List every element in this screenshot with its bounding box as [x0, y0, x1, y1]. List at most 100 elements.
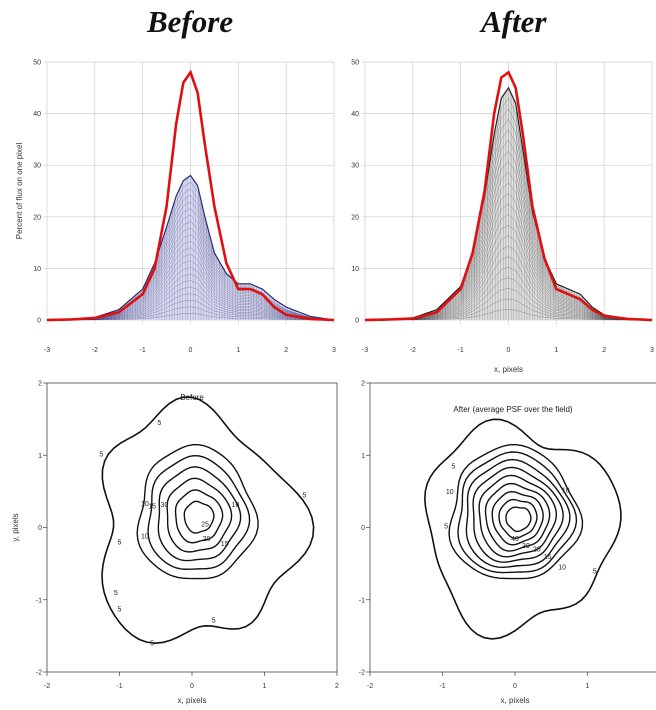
contour-label: 15 — [148, 503, 156, 510]
y-axis-label: Percent of flux on one pixel — [15, 143, 24, 240]
heading-before: Before — [147, 4, 234, 39]
contour-level-inner — [472, 466, 564, 563]
contour-label: 30 — [161, 502, 169, 509]
contour-label: 20 — [533, 547, 541, 554]
contour-level-inner — [465, 458, 571, 568]
x-tick-label: 0 — [513, 683, 517, 690]
y-tick-label: 20 — [33, 214, 41, 221]
contour-label: 5 — [157, 420, 161, 427]
y-tick-label: 0 — [38, 525, 42, 532]
y-tick-label: 0 — [361, 525, 365, 532]
y-tick-label: 40 — [33, 111, 41, 118]
x-tick-label: 0 — [190, 683, 194, 690]
plot-frame — [46, 382, 338, 673]
contour-level-inner — [174, 489, 224, 544]
contour-level-inner — [491, 490, 544, 546]
y-tick-label: 10 — [33, 266, 41, 273]
x-tick-label: -2 — [44, 683, 50, 690]
contour-level-inner — [498, 498, 538, 539]
x-tick-label: 2 — [602, 347, 606, 354]
contour-label: 5 — [114, 590, 118, 597]
contour-label: 10 — [232, 502, 240, 509]
heading-after: After — [481, 4, 547, 39]
contour-level-inner — [166, 477, 233, 553]
contour-label: 5 — [118, 539, 122, 546]
x-tick-label: -1 — [458, 347, 464, 354]
x-tick-label: -1 — [439, 683, 445, 690]
x-axis-label: x, pixels — [178, 696, 207, 705]
x-tick-label: 1 — [263, 683, 267, 690]
x-tick-label: 1 — [586, 683, 590, 690]
contour-level-inner — [157, 466, 242, 562]
y-tick-label: 1 — [361, 453, 365, 460]
x-axis-label: x, pixels — [501, 696, 530, 705]
contour-level-inner — [147, 454, 251, 570]
contour-label: 15 — [544, 554, 552, 561]
x-tick-label: -3 — [362, 347, 368, 354]
y-tick-label: 2 — [361, 381, 365, 388]
x-tick-label: -2 — [92, 347, 98, 354]
x-tick-label: 3 — [332, 347, 336, 354]
contour-label: 5 — [444, 524, 448, 531]
contour-label: 30 — [522, 543, 530, 550]
y-tick-label: 50 — [33, 60, 41, 67]
contour-label: 25 — [201, 521, 209, 528]
series-line-red — [364, 70, 653, 322]
y-tick-label: 30 — [351, 163, 359, 170]
contour-level-inner — [457, 451, 578, 574]
y-tick-label: 10 — [351, 266, 359, 273]
contour-level-inner — [484, 482, 551, 552]
contour-level-inner — [136, 443, 259, 580]
contour-label: 5 — [118, 607, 122, 614]
x-axis-label: x, pixels — [494, 365, 523, 374]
plot-frame — [369, 382, 656, 673]
contour-level-outer — [424, 418, 622, 640]
y-tick-label: 30 — [33, 163, 41, 170]
contour-label: 15 — [221, 541, 229, 548]
x-tick-label: 2 — [284, 347, 288, 354]
contour-level-inner — [448, 443, 584, 580]
y-tick-label: 1 — [38, 453, 42, 460]
y-tick-label: 0 — [355, 318, 359, 325]
y-tick-label: 20 — [351, 214, 359, 221]
contour-level-outer — [101, 396, 315, 645]
y-axis-label: y, pixels — [11, 513, 20, 541]
contour-label: 10 — [141, 501, 149, 508]
x-tick-label: 0 — [507, 347, 511, 354]
contour-label: 5 — [451, 464, 455, 471]
y-tick-label: 0 — [37, 318, 41, 325]
y-tick-label: -1 — [359, 597, 365, 604]
contour-label: 5 — [302, 492, 306, 499]
x-tick-label: -1 — [116, 683, 122, 690]
y-tick-label: 40 — [351, 111, 359, 118]
contour-level-inner — [505, 506, 532, 533]
contour-label: 10 — [141, 534, 149, 541]
plot-title: After (average PSF over the field) — [453, 405, 573, 414]
x-tick-label: 1 — [236, 347, 240, 354]
contour-label: 5 — [150, 641, 154, 648]
contour-label: 10 — [562, 487, 570, 494]
series-line-red — [46, 69, 335, 322]
x-tick-label: -2 — [367, 683, 373, 690]
contour-label: 20 — [203, 536, 211, 543]
x-tick-label: 3 — [650, 347, 654, 354]
contour-label: 5 — [212, 617, 216, 624]
contour-label: 10 — [446, 489, 454, 496]
y-tick-label: -1 — [36, 597, 42, 604]
x-tick-label: 0 — [189, 347, 193, 354]
x-tick-label: -1 — [140, 347, 146, 354]
x-tick-label: -2 — [410, 347, 416, 354]
contour-label: 5 — [99, 451, 103, 458]
x-tick-label: 2 — [335, 683, 339, 690]
contour-label: 10 — [558, 565, 566, 572]
contour-level-inner — [183, 500, 215, 534]
contour-label: 40 — [511, 536, 519, 543]
y-tick-label: 50 — [351, 60, 359, 67]
y-tick-label: -2 — [36, 670, 42, 677]
x-tick-label: 1 — [554, 347, 558, 354]
